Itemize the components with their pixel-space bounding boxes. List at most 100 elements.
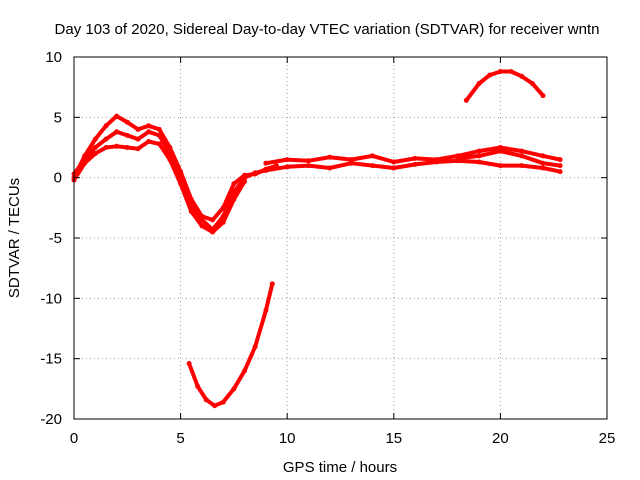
data-point — [220, 219, 226, 225]
x-tick-label: 15 — [385, 430, 402, 447]
y-tick-label: -15 — [40, 351, 62, 368]
data-point — [199, 223, 205, 229]
data-point — [210, 229, 216, 235]
y-tick-label: 0 — [54, 170, 62, 187]
x-tick-label: 20 — [492, 430, 509, 447]
data-point — [476, 159, 482, 165]
data-point — [557, 169, 563, 175]
data-point — [124, 145, 130, 150]
data-point — [114, 113, 120, 119]
data-point — [497, 163, 503, 169]
data-point — [348, 157, 354, 163]
data-point — [231, 196, 237, 202]
data-point — [455, 155, 461, 161]
data-point — [242, 175, 248, 181]
data-point — [412, 161, 418, 167]
data-point — [195, 383, 201, 389]
data-point — [252, 170, 258, 176]
data-point — [92, 151, 98, 156]
y-tick-label: 5 — [54, 109, 62, 126]
data-point — [412, 155, 418, 161]
data-point — [391, 165, 397, 171]
y-tick-label: -20 — [40, 411, 62, 428]
data-point — [540, 165, 546, 171]
y-ticks: -20 -15 -10 -5 0 5 10 — [40, 49, 607, 428]
grid-lines — [74, 57, 607, 419]
plot-series — [71, 69, 563, 409]
x-tick-label: 25 — [599, 430, 616, 447]
data-point — [284, 157, 290, 163]
data-point — [263, 167, 269, 173]
data-point — [203, 397, 209, 403]
data-point — [327, 165, 333, 171]
data-point — [497, 148, 503, 154]
data-point — [433, 159, 439, 165]
data-point — [476, 153, 482, 159]
data-point — [92, 136, 98, 142]
y-tick-label: -10 — [40, 290, 62, 307]
data-point — [135, 146, 141, 152]
data-point — [188, 209, 194, 214]
data-point — [114, 143, 120, 149]
x-tick-label: 10 — [279, 430, 296, 447]
data-point — [167, 157, 173, 163]
data-point — [156, 141, 162, 147]
data-point — [146, 123, 152, 129]
data-point — [519, 73, 525, 79]
data-point — [103, 123, 109, 129]
data-point — [263, 307, 269, 313]
data-point — [103, 136, 109, 142]
data-point — [519, 163, 525, 169]
data-point — [557, 157, 563, 163]
data-point — [497, 69, 503, 74]
data-point — [242, 178, 248, 184]
data-point — [557, 163, 563, 169]
data-point — [348, 160, 354, 166]
data-point — [92, 145, 98, 150]
data-point — [306, 158, 311, 164]
data-point — [370, 163, 375, 169]
data-point — [146, 139, 152, 144]
data-point — [114, 129, 120, 135]
data-point — [135, 126, 141, 132]
data-point — [124, 119, 130, 125]
data-point — [476, 81, 482, 86]
data-point — [306, 163, 311, 169]
data-point — [212, 403, 218, 409]
plot-frame — [73, 56, 608, 420]
data-point — [242, 368, 248, 374]
series-trace-g — [464, 69, 545, 103]
data-point — [463, 97, 469, 103]
data-point — [370, 153, 375, 159]
data-point — [284, 164, 290, 170]
data-point — [146, 129, 152, 135]
data-point — [519, 153, 525, 159]
data-point — [476, 148, 482, 154]
data-point — [487, 72, 493, 78]
data-point — [156, 132, 162, 138]
x-ticks: 0 5 10 15 20 25 — [70, 57, 616, 447]
data-point — [82, 160, 88, 166]
data-point — [186, 361, 192, 366]
data-point — [103, 145, 109, 150]
series-trace-h — [187, 281, 275, 408]
x-tick-label: 0 — [70, 430, 78, 447]
data-point — [540, 93, 546, 99]
data-point — [231, 181, 237, 187]
data-point — [231, 386, 237, 392]
data-point — [263, 160, 269, 166]
x-tick-label: 5 — [176, 430, 184, 447]
data-point — [135, 136, 141, 142]
data-point — [391, 159, 397, 165]
y-tick-label: 10 — [45, 49, 62, 66]
data-point — [220, 399, 226, 405]
data-point — [529, 81, 535, 86]
data-point — [178, 181, 184, 187]
data-point — [210, 217, 216, 223]
y-tick-label: -5 — [49, 230, 62, 247]
data-point — [156, 126, 162, 132]
data-point — [519, 148, 525, 154]
data-point — [327, 154, 333, 160]
data-point — [231, 189, 237, 195]
